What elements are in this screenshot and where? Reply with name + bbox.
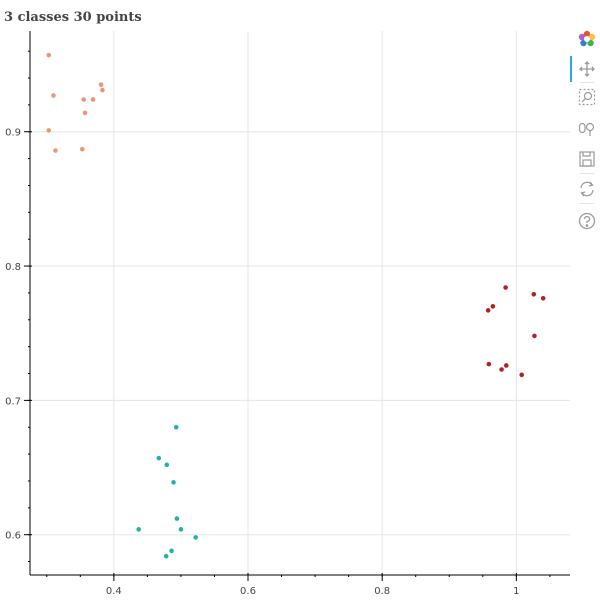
data-point xyxy=(519,372,525,378)
active-tool-indicator xyxy=(570,56,572,82)
toolbar-divider xyxy=(580,203,594,204)
data-point xyxy=(46,128,52,133)
x-tick-label: 1 xyxy=(513,586,519,597)
x-tick-label: 0.4 xyxy=(106,586,122,597)
data-point xyxy=(174,516,180,521)
y-tick-label: 0.9 xyxy=(5,128,21,139)
data-point xyxy=(81,97,86,102)
data-point xyxy=(80,146,85,152)
data-point xyxy=(499,367,504,372)
wheel-zoom-icon[interactable] xyxy=(578,120,596,138)
x-tick-label: 0.8 xyxy=(374,586,390,597)
data-point xyxy=(193,535,198,540)
y-tick-label: 0.8 xyxy=(5,262,21,273)
bokeh-logo-icon[interactable] xyxy=(578,30,596,48)
y-tick-label: 0.7 xyxy=(5,396,21,407)
help-icon[interactable] xyxy=(578,212,596,230)
data-point xyxy=(178,527,184,532)
chart-title: 3 classes 30 points xyxy=(4,10,142,25)
data-point xyxy=(82,110,88,116)
grid-lines xyxy=(30,31,570,575)
reset-icon[interactable] xyxy=(578,180,596,198)
box-zoom-icon[interactable] xyxy=(578,88,596,106)
data-point xyxy=(163,553,169,559)
data-point xyxy=(53,148,58,153)
toolbar-divider xyxy=(580,82,594,83)
data-point xyxy=(98,82,104,88)
data-point xyxy=(532,333,537,339)
data-point xyxy=(51,93,56,98)
data-point xyxy=(173,424,179,430)
data-point xyxy=(90,97,96,102)
toolbar xyxy=(568,28,600,268)
axes: 0.4 0.6 0.8 1 0.6 0.7 0.8 0.9 xyxy=(5,31,570,597)
data-point xyxy=(46,52,52,58)
data-point xyxy=(156,455,162,461)
toolbar-divider xyxy=(580,173,594,174)
data-point xyxy=(100,87,105,93)
x-tick-label: 0.6 xyxy=(240,586,256,597)
data-point xyxy=(540,295,546,301)
data-point xyxy=(164,462,170,468)
save-icon[interactable] xyxy=(578,150,596,168)
pan-icon[interactable] xyxy=(578,60,596,78)
data-point xyxy=(485,308,491,313)
data-point xyxy=(531,291,537,297)
data-point xyxy=(503,285,508,290)
data-point xyxy=(490,304,496,309)
data-points xyxy=(46,52,546,559)
y-tick-label: 0.6 xyxy=(5,531,21,542)
data-point xyxy=(486,361,492,367)
data-point xyxy=(169,548,174,554)
data-point xyxy=(503,363,509,368)
data-point xyxy=(171,480,176,485)
data-point xyxy=(136,527,141,532)
